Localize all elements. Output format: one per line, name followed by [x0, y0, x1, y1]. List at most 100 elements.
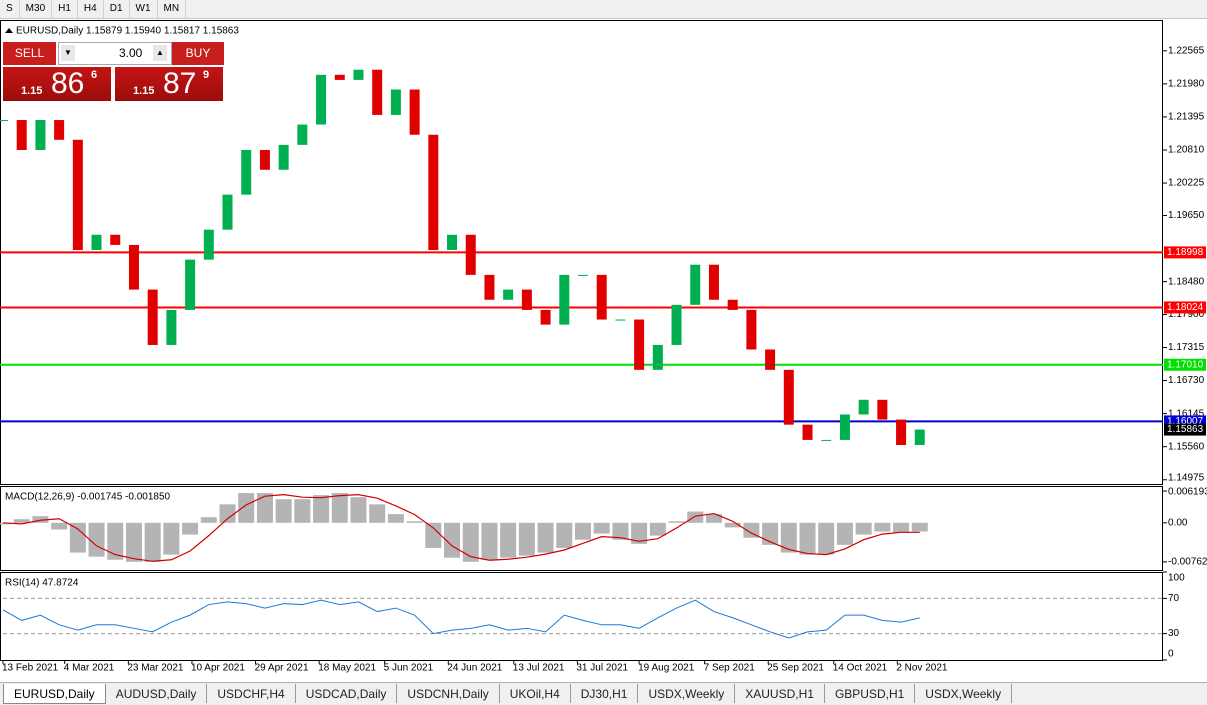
- chart-tab[interactable]: USDCNH,Daily: [397, 684, 500, 703]
- chart-tab[interactable]: USDX,Weekly: [638, 684, 736, 703]
- macd-bar: [687, 511, 704, 523]
- y-tick-label: 1.16145: [1168, 408, 1205, 419]
- chart-tab[interactable]: USDX,Weekly: [915, 684, 1013, 703]
- candle: [559, 274, 570, 325]
- macd-bar: [387, 514, 404, 523]
- candle: [615, 319, 626, 321]
- ask-fraction: 9: [203, 69, 210, 81]
- macd-bar: [481, 522, 498, 560]
- candle: [521, 289, 532, 310]
- panel-title: RSI(14) 47.8724: [5, 578, 79, 589]
- x-tick-label: 23 Mar 2021: [127, 663, 184, 674]
- timeframe-button[interactable]: M30: [20, 0, 53, 18]
- candle: [634, 319, 645, 370]
- rsi-panel: [0, 572, 1163, 661]
- x-tick-label: 4 Mar 2021: [64, 663, 115, 674]
- chart-tab[interactable]: AUDUSD,Daily: [106, 684, 208, 703]
- rsi-line: [2, 599, 920, 639]
- bid-pips: 86: [51, 67, 85, 100]
- candle: [278, 144, 289, 170]
- macd-bar: [705, 514, 722, 523]
- candle: [914, 429, 925, 446]
- last-price-label: 1.15863: [1167, 424, 1204, 435]
- candle: [166, 309, 177, 345]
- macd-bar: [593, 522, 610, 534]
- x-tick-label: 13 Feb 2021: [2, 663, 59, 674]
- macd-bar: [780, 522, 797, 553]
- macd-bar: [51, 522, 68, 530]
- sell-button[interactable]: SELL: [3, 42, 56, 65]
- level-label-box: [1164, 246, 1206, 259]
- macd-bar: [88, 522, 105, 557]
- candle: [241, 149, 252, 195]
- macd-bar: [612, 522, 629, 540]
- macd-bar: [406, 521, 423, 523]
- level-label: 1.18998: [1167, 247, 1204, 258]
- macd-bar: [500, 522, 517, 558]
- timeframe-button[interactable]: D1: [104, 0, 130, 18]
- macd-bar: [911, 522, 928, 532]
- candle: [783, 369, 794, 425]
- chart-tab[interactable]: EURUSD,Daily: [3, 684, 106, 704]
- chart-tab[interactable]: UKOil,H4: [500, 684, 571, 703]
- level-label: 1.18024: [1167, 302, 1204, 313]
- bid-price[interactable]: 1.15 86 6: [3, 67, 111, 101]
- candle: [222, 194, 233, 230]
- y-tick-label: 1.14975: [1168, 473, 1205, 484]
- chart-tab[interactable]: USDCHF,H4: [207, 684, 296, 703]
- y-tick-label: 0.00: [1168, 517, 1188, 528]
- candle: [746, 309, 757, 350]
- lot-input[interactable]: ▼ 3.00 ▲: [58, 42, 172, 65]
- level-label-box: [1164, 301, 1206, 314]
- x-tick-label: 31 Jul 2021: [576, 663, 628, 674]
- timeframe-button[interactable]: H4: [78, 0, 104, 18]
- macd-bar: [144, 522, 161, 562]
- buy-button[interactable]: BUY: [172, 42, 224, 65]
- candle: [465, 234, 476, 275]
- x-tick-label: 5 Jun 2021: [384, 663, 434, 674]
- chart-area: EURUSD,Daily 1.15879 1.15940 1.15817 1.1…: [0, 20, 1207, 674]
- bid-fraction: 6: [91, 69, 98, 81]
- last-price-box: [1164, 423, 1206, 436]
- macd-bar: [182, 522, 199, 535]
- timeframe-button[interactable]: W1: [130, 0, 158, 18]
- candle: [858, 399, 869, 415]
- macd-bar: [13, 519, 30, 523]
- macd-bar: [649, 522, 666, 536]
- timeframe-button[interactable]: H1: [52, 0, 78, 18]
- macd-bar: [518, 522, 535, 556]
- macd-bar: [256, 493, 273, 523]
- macd-bar: [444, 522, 461, 558]
- y-tick-label: 100: [1168, 573, 1185, 584]
- bid-prefix: 1.15: [21, 85, 43, 97]
- candle: [540, 309, 551, 325]
- candle: [390, 89, 401, 115]
- candle: [16, 120, 27, 150]
- y-tick-label: 30: [1168, 628, 1180, 639]
- chart-tab[interactable]: GBPUSD,H1: [825, 684, 916, 703]
- macd-bar: [125, 522, 142, 562]
- macd-bar: [462, 522, 479, 562]
- candle: [690, 264, 701, 305]
- x-tick-label: 2 Nov 2021: [896, 663, 948, 674]
- macd-bar: [818, 522, 835, 555]
- chart-tab[interactable]: DJ30,H1: [571, 684, 639, 703]
- macd-bar: [275, 499, 292, 523]
- macd-bar: [836, 522, 853, 545]
- ask-price[interactable]: 1.15 87 9: [115, 67, 223, 101]
- chart-tab[interactable]: XAUUSD,H1: [735, 684, 825, 703]
- collapse-arrow[interactable]: [5, 28, 13, 33]
- y-tick-label: 1.18480: [1168, 276, 1205, 287]
- candle: [353, 69, 364, 80]
- candle: [372, 69, 383, 115]
- level-label-box: [1164, 358, 1206, 371]
- y-tick-label: 1.15560: [1168, 441, 1205, 452]
- signal-line: [2, 494, 920, 562]
- timeframe-button[interactable]: S: [0, 0, 20, 18]
- y-tick-label: 1.17315: [1168, 342, 1205, 353]
- candle: [652, 344, 663, 370]
- chart-tab[interactable]: USDCAD,Daily: [296, 684, 398, 703]
- y-tick-label: 1.20810: [1168, 145, 1205, 156]
- timeframe-button[interactable]: MN: [158, 0, 187, 18]
- macd-bar: [200, 517, 217, 523]
